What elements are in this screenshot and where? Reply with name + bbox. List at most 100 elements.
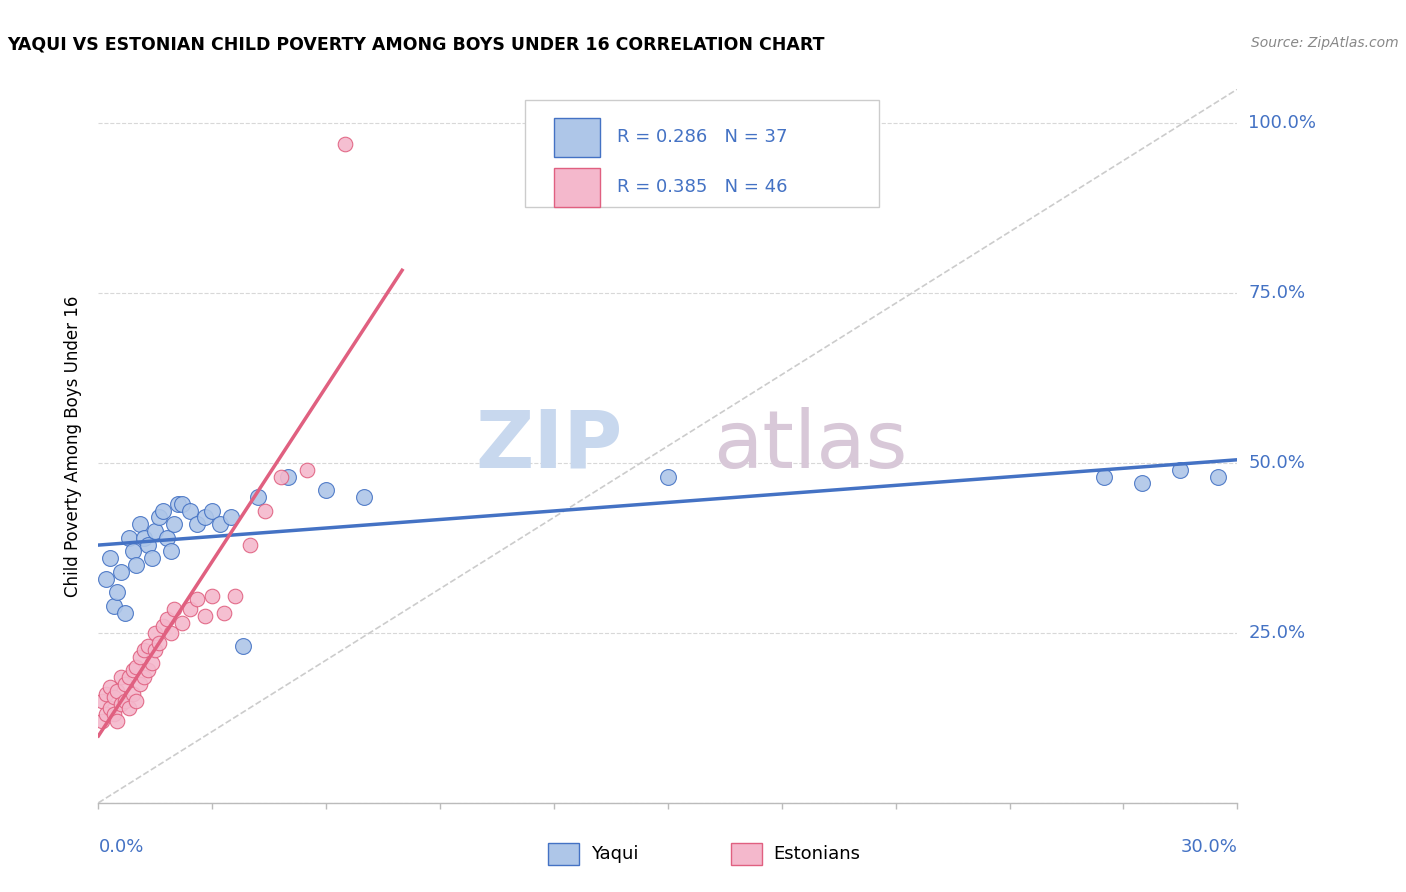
Point	[221, 510, 243, 524]
FancyBboxPatch shape	[554, 168, 599, 207]
Point	[118, 531, 141, 545]
Point	[141, 657, 163, 671]
Text: 50.0%: 50.0%	[1249, 454, 1305, 472]
Y-axis label: Child Poverty Among Boys Under 16: Child Poverty Among Boys Under 16	[65, 295, 83, 597]
Point	[129, 649, 152, 664]
Point	[170, 615, 193, 630]
Point	[224, 589, 246, 603]
Point	[1132, 476, 1154, 491]
Point	[201, 503, 224, 517]
Point	[136, 640, 159, 654]
Point	[152, 619, 174, 633]
Text: Estonians: Estonians	[773, 845, 860, 863]
Point	[91, 714, 114, 729]
Point	[110, 565, 132, 579]
FancyBboxPatch shape	[554, 118, 599, 157]
Point	[132, 531, 155, 545]
Point	[163, 517, 186, 532]
Text: 25.0%: 25.0%	[1249, 624, 1306, 642]
Point	[103, 599, 125, 613]
Point	[110, 698, 132, 712]
Point	[107, 714, 129, 729]
Point	[277, 469, 299, 483]
Point	[152, 503, 174, 517]
Point	[170, 497, 193, 511]
Point	[179, 602, 201, 616]
Point	[125, 694, 148, 708]
Point	[118, 700, 141, 714]
Point	[201, 589, 224, 603]
Point	[118, 670, 141, 684]
Text: ZIP: ZIP	[475, 407, 623, 485]
Point	[353, 490, 375, 504]
Point	[145, 643, 167, 657]
Point	[98, 551, 121, 566]
Point	[94, 707, 117, 722]
Point	[103, 707, 125, 722]
Point	[145, 524, 167, 538]
Point	[129, 677, 152, 691]
Point	[232, 640, 254, 654]
Point	[110, 670, 132, 684]
Point	[107, 683, 129, 698]
Text: R = 0.385   N = 46: R = 0.385 N = 46	[617, 178, 787, 196]
Point	[98, 700, 121, 714]
Point	[148, 636, 170, 650]
Point	[167, 497, 190, 511]
Point	[208, 517, 231, 532]
Point	[125, 558, 148, 572]
Point	[132, 670, 155, 684]
Text: Source: ZipAtlas.com: Source: ZipAtlas.com	[1251, 36, 1399, 50]
Point	[159, 544, 181, 558]
Point	[121, 663, 143, 677]
Point	[129, 517, 152, 532]
Point	[114, 606, 136, 620]
Point	[246, 490, 269, 504]
Text: 100.0%: 100.0%	[1249, 114, 1316, 132]
Point	[270, 469, 292, 483]
Point	[114, 694, 136, 708]
Point	[194, 608, 217, 623]
Point	[239, 537, 262, 551]
Point	[94, 572, 117, 586]
Point	[254, 503, 277, 517]
Point	[94, 687, 117, 701]
Text: 0.0%: 0.0%	[98, 838, 143, 856]
Text: 30.0%: 30.0%	[1181, 838, 1237, 856]
Point	[194, 510, 217, 524]
Point	[125, 660, 148, 674]
Point	[132, 643, 155, 657]
Point	[156, 531, 179, 545]
Point	[1208, 469, 1230, 483]
Point	[657, 469, 679, 483]
Point	[141, 551, 163, 566]
Point	[335, 136, 357, 151]
Point	[186, 591, 208, 606]
Point	[156, 612, 179, 626]
Point	[91, 694, 114, 708]
Point	[212, 606, 235, 620]
Point	[136, 663, 159, 677]
Point	[297, 463, 319, 477]
FancyBboxPatch shape	[526, 100, 879, 207]
Text: YAQUI VS ESTONIAN CHILD POVERTY AMONG BOYS UNDER 16 CORRELATION CHART: YAQUI VS ESTONIAN CHILD POVERTY AMONG BO…	[7, 36, 824, 54]
Point	[121, 544, 143, 558]
Text: atlas: atlas	[713, 407, 908, 485]
Point	[159, 626, 181, 640]
Point	[98, 680, 121, 694]
Point	[114, 677, 136, 691]
Text: 75.0%: 75.0%	[1249, 284, 1306, 302]
Point	[107, 585, 129, 599]
Point	[136, 537, 159, 551]
Point	[315, 483, 337, 498]
Point	[163, 602, 186, 616]
Point	[179, 503, 201, 517]
Point	[186, 517, 208, 532]
Point	[103, 690, 125, 705]
Text: Yaqui: Yaqui	[591, 845, 638, 863]
Point	[1094, 469, 1116, 483]
Point	[145, 626, 167, 640]
Point	[121, 687, 143, 701]
Point	[148, 510, 170, 524]
Text: R = 0.286   N = 37: R = 0.286 N = 37	[617, 128, 787, 146]
